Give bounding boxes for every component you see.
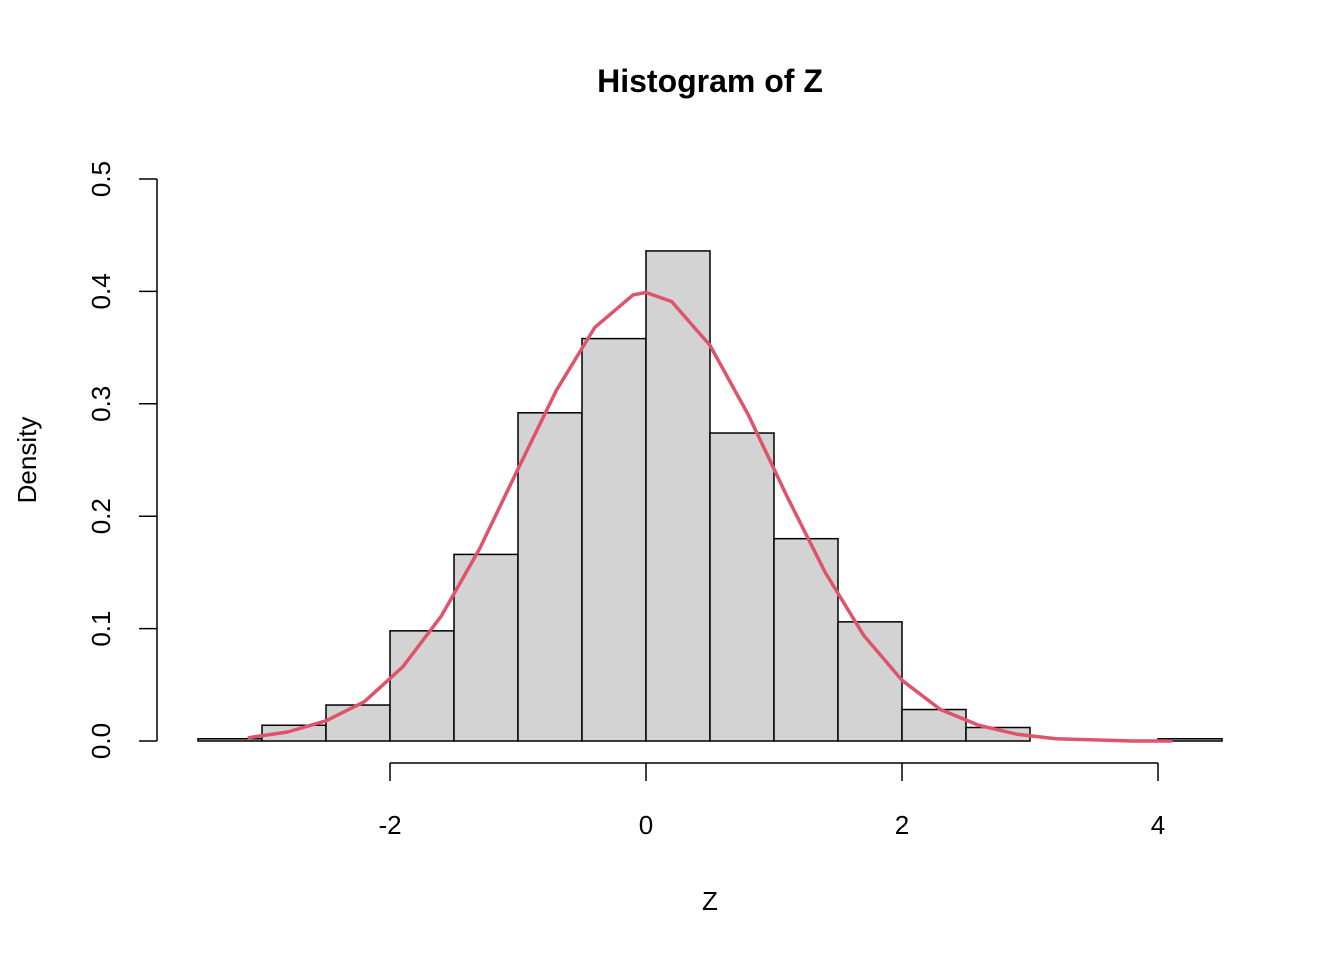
normal-density-curve (247, 290, 1173, 743)
histogram-bar (517, 412, 583, 742)
y-tick-label: 0.0 (86, 723, 116, 759)
x-tick-label: 0 (639, 810, 653, 840)
x-tick-label: 2 (895, 810, 909, 840)
x-axis-label: Z (702, 886, 718, 916)
y-tick-label: 0.3 (86, 386, 116, 422)
histogram-bar (645, 250, 711, 742)
density-curve-layer (247, 290, 1173, 743)
histogram-bar (581, 337, 647, 742)
y-tick-label: 0.4 (86, 273, 116, 309)
x-tick-label: 4 (1151, 810, 1165, 840)
histogram-bar (709, 432, 775, 742)
y-tick-label: 0.2 (86, 498, 116, 534)
x-tick-label: -2 (378, 810, 401, 840)
histogram-bar (389, 630, 455, 742)
y-axis-label: Density (12, 417, 42, 504)
histogram-bar (773, 537, 839, 742)
histogram-bar (325, 704, 391, 742)
histogram-bar (197, 738, 263, 742)
y-tick-label: 0.5 (86, 161, 116, 197)
y-tick-label: 0.1 (86, 611, 116, 647)
x-axis: -2 0 2 4 (378, 762, 1165, 840)
histogram-bars (197, 250, 1223, 742)
histogram-bar (453, 553, 519, 742)
chart-title: Histogram of Z (597, 63, 823, 99)
histogram-bar (837, 621, 903, 742)
y-axis: 0.0 0.1 0.2 0.3 0.4 0.5 (86, 161, 158, 759)
